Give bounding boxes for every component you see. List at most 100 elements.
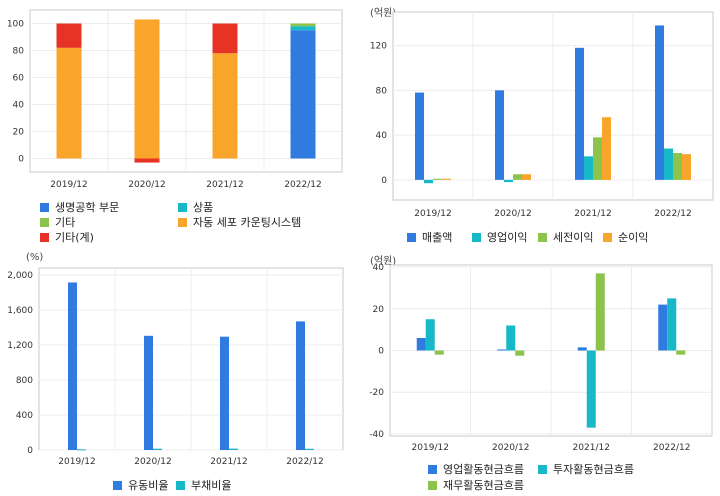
bar <box>586 350 596 428</box>
bar <box>212 53 238 159</box>
legend-swatch <box>178 202 187 212</box>
legend-swatch <box>428 480 437 490</box>
bar <box>77 449 86 451</box>
bar <box>442 178 451 180</box>
legend-item[interactable]: 영업활동현금흐름 <box>428 461 524 477</box>
bar <box>229 448 238 450</box>
bar <box>296 321 305 450</box>
legend-swatch <box>538 232 547 242</box>
legend-label: 생명공학 부문 <box>55 201 120 214</box>
bar <box>506 325 516 351</box>
legend-item[interactable]: 상품 <box>178 199 213 215</box>
y-tick-label: -40 <box>369 430 384 440</box>
bar <box>134 19 160 159</box>
legend-swatch <box>472 232 481 242</box>
bar <box>577 347 587 351</box>
x-tick-label: 2020/12 <box>134 457 171 467</box>
bar <box>595 273 605 351</box>
bar <box>433 178 442 180</box>
legend-item[interactable]: 투자활동현금흐름 <box>538 461 634 477</box>
legend-item[interactable]: 매출액 <box>407 229 452 245</box>
bar <box>515 350 525 356</box>
legend-swatch <box>40 217 49 227</box>
legend-label: 유동비율 <box>128 479 169 492</box>
y-tick-label: 0 <box>378 347 384 357</box>
x-tick-label: 2019/12 <box>50 180 87 190</box>
ratios-unit-label: (%) <box>26 252 44 263</box>
x-tick-label: 2020/12 <box>128 180 165 190</box>
x-tick-label: 2019/12 <box>58 457 95 467</box>
y-tick-label: 60 <box>13 74 25 84</box>
y-tick-label: 40 <box>376 131 388 141</box>
x-tick-label: 2021/12 <box>573 443 610 453</box>
cashflow-chart: (억원) -40 -20 0 20 40 2019/12 2020/12 2021/12 202… <box>360 248 720 496</box>
legend-swatch <box>40 202 49 212</box>
legend-item[interactable]: 기타 <box>40 214 75 230</box>
bar <box>495 90 504 180</box>
x-tick-label: 2020/12 <box>494 209 531 219</box>
bar <box>134 158 160 163</box>
legend-item[interactable]: 재무활동현금흐름 <box>428 477 524 493</box>
bar <box>290 30 316 159</box>
bar <box>575 47 584 180</box>
legend-swatch <box>407 232 416 242</box>
y-tick-label: 80 <box>13 47 25 57</box>
revenue-composition-chart: 0 20 40 60 80 100 2019/12 2020/12 2021/12 2022/12… <box>0 0 355 245</box>
bar <box>497 349 507 351</box>
ratios-legend: 유동비율 부채비율 <box>0 248 355 496</box>
y-tick-label: 120 <box>370 42 387 52</box>
legend-item[interactable]: 순이익 <box>603 229 648 245</box>
bar <box>434 350 444 355</box>
bar <box>664 148 673 180</box>
bar <box>667 298 677 351</box>
x-tick-label: 2021/12 <box>210 457 247 467</box>
bar <box>504 179 513 183</box>
bar <box>305 448 314 450</box>
x-tick-label: 2021/12 <box>206 180 243 190</box>
legend-label: 부채비율 <box>191 479 232 492</box>
legend-swatch <box>603 232 612 242</box>
y-tick-label: 40 <box>373 263 385 273</box>
legend-item[interactable]: 유동비율 <box>113 477 168 493</box>
y-tick-label: 0 <box>18 155 24 165</box>
bar <box>416 337 426 351</box>
cashflow-plot: -40 -20 0 20 40 2019/12 2020/12 2021/12 2022/12 <box>369 263 713 453</box>
legend-item[interactable]: 부채비율 <box>176 477 231 493</box>
legend-label: 투자활동현금흐름 <box>553 463 634 476</box>
y-tick-label: 400 <box>16 411 33 421</box>
legend-label: 기타(계) <box>55 231 94 244</box>
legend-item[interactable]: 자동 세포 카운팅시스템 <box>178 214 301 230</box>
legend-swatch <box>428 464 437 474</box>
bar <box>290 26 316 31</box>
income-unit-label: (억원) <box>370 8 397 19</box>
legend-swatch <box>176 480 185 490</box>
y-tick-label: 40 <box>13 101 25 111</box>
legend-label: 자동 세포 카운팅시스템 <box>193 216 302 229</box>
bar <box>673 153 682 180</box>
legend-label: 영업이익 <box>487 231 528 244</box>
y-tick-label: 800 <box>16 376 33 386</box>
y-tick-label: 20 <box>373 305 385 315</box>
legend-item[interactable]: 기타(계) <box>40 229 94 245</box>
x-tick-label: 2020/12 <box>492 443 529 453</box>
revenue-composition-legend: 생명공학 부문 상품 기타 자동 세포 카운팅시스템 기타(계) <box>0 0 355 245</box>
legend-label: 매출액 <box>422 231 453 244</box>
y-tick-label: 1,200 <box>7 341 33 351</box>
revenue-composition-plot: 0 20 40 60 80 100 2019/12 2020/12 2021/12 2022/12 <box>7 9 343 190</box>
legend-item[interactable]: 세전이익 <box>538 229 593 245</box>
legend-swatch <box>538 464 547 474</box>
x-tick-label: 2022/12 <box>286 457 323 467</box>
income-plot: 0 40 80 120 2019/12 2020/12 2021/12 2022/12 <box>370 11 714 219</box>
y-tick-label: 0 <box>27 446 33 456</box>
bar <box>522 174 531 180</box>
legend-swatch <box>113 480 122 490</box>
ratios-chart: (%) 0 400 800 1,200 1,600 2,000 2019/12 2020/12… <box>0 248 355 496</box>
ratios-plot: 0 400 800 1,200 1,600 2,000 2019/12 2020/12 2021… <box>7 267 344 467</box>
bar <box>658 304 668 351</box>
legend-item[interactable]: 영업이익 <box>472 229 527 245</box>
legend-label: 상품 <box>193 201 214 214</box>
legend-item[interactable]: 생명공학 부문 <box>40 199 119 215</box>
bar <box>602 117 611 180</box>
bar <box>290 23 316 27</box>
bar <box>220 336 229 450</box>
